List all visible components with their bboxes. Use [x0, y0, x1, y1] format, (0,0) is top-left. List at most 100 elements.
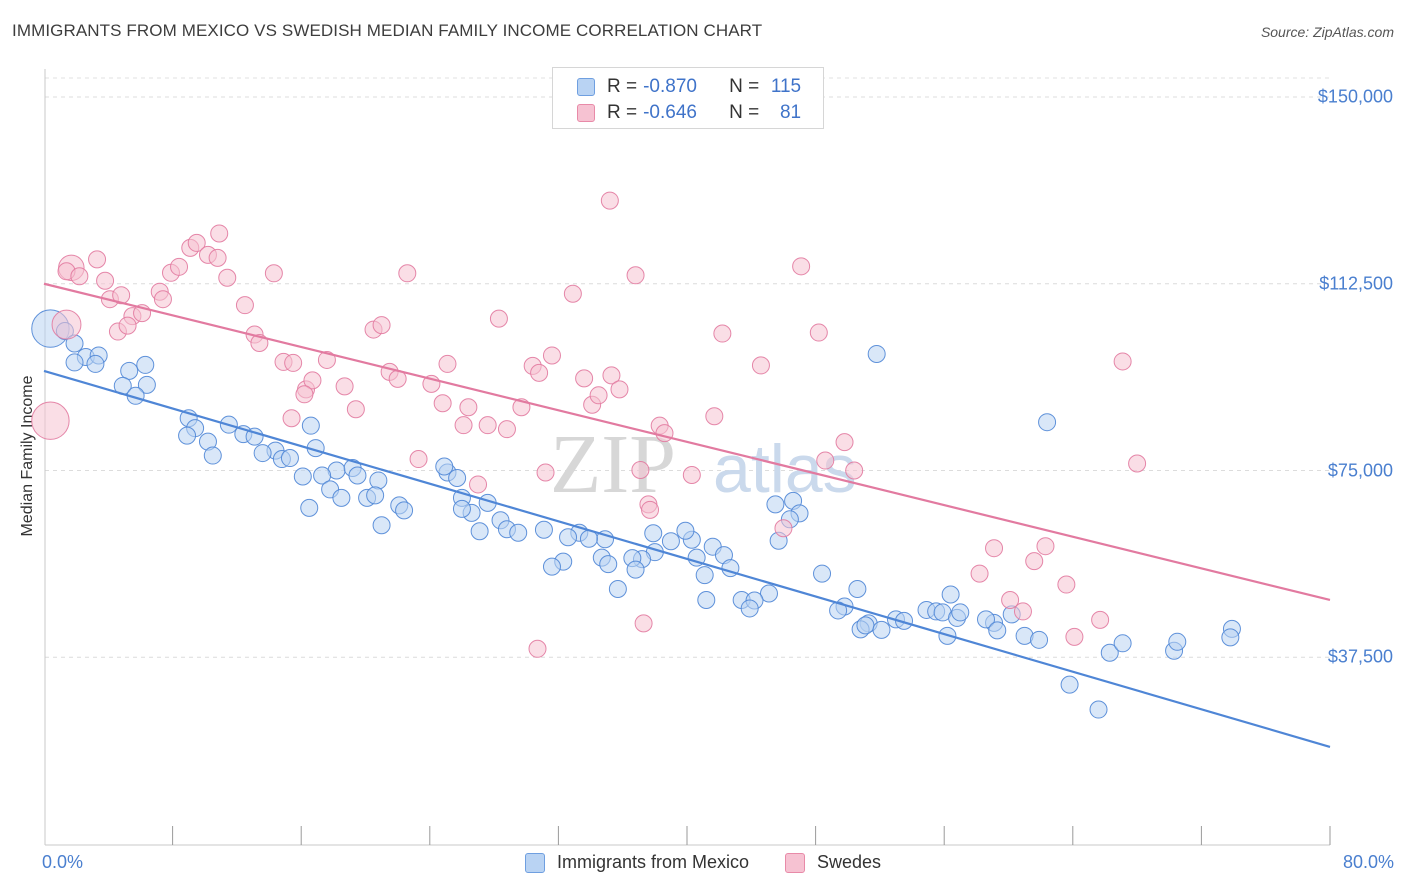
mexico-point-65 [626, 560, 645, 579]
mexico-point-52 [559, 528, 578, 547]
swedes-point-28 [284, 353, 303, 372]
mexico-point-102 [1030, 630, 1049, 649]
mexico-point-10 [137, 375, 156, 394]
chart-title: IMMIGRANTS FROM MEXICO VS SWEDISH MEDIAN… [12, 21, 763, 40]
mexico-point-114 [813, 564, 832, 583]
mexico-point-38 [395, 501, 414, 520]
swedes-point-72 [774, 519, 793, 538]
mexico-point-86 [856, 616, 875, 635]
swedes-point-85 [1065, 627, 1084, 646]
swedes-point-71 [751, 356, 770, 375]
swedes-point-84 [1057, 575, 1076, 594]
swedes-point-89 [469, 475, 488, 494]
swedes-trend-line [43, 282, 1331, 602]
mexico-point-70 [766, 495, 785, 514]
mexico-point-116 [452, 499, 471, 518]
mexico-point-8 [120, 361, 139, 380]
swedes-point-22 [218, 268, 237, 287]
mexico-point-100 [988, 621, 1007, 640]
swedes-point-16 [170, 257, 189, 276]
swedes-point-33 [317, 350, 336, 369]
mexico-point-25 [203, 446, 222, 465]
mexico-point-75 [676, 521, 695, 540]
swedes-point-76 [835, 433, 854, 452]
swedes-point-90 [528, 639, 547, 658]
mexico-point-33 [332, 488, 351, 507]
mexico-point-42 [448, 468, 467, 487]
swedes-point-77 [845, 461, 864, 480]
swedes-point-45 [454, 416, 473, 435]
swedes-point-53 [536, 463, 555, 482]
mexico-point-22 [253, 444, 272, 463]
x-tick-label-min: 0.0% [42, 852, 84, 872]
swedes-point-6 [96, 271, 115, 290]
mexico-point-7 [136, 355, 155, 374]
swedes-point-74 [809, 323, 828, 342]
swedes-point-87 [1113, 352, 1132, 371]
mexico-point-110 [1221, 628, 1240, 647]
mexico-point-103 [1060, 675, 1079, 694]
swedes-point-91 [634, 614, 653, 633]
mexico-point-82 [848, 580, 867, 599]
chart-source: Source: ZipAtlas.com [1260, 24, 1394, 40]
swedes-point-20 [210, 224, 229, 243]
swedes-point-37 [372, 316, 391, 335]
swedes-point-59 [602, 366, 621, 385]
swedes-point-79 [985, 539, 1004, 558]
legend: Immigrants from Mexico Swedes [0, 852, 1406, 873]
legend-mexico-swatch-icon [524, 852, 545, 873]
mexico-point-49 [509, 523, 528, 542]
mexico-point-47 [470, 522, 489, 541]
mexico-point-19 [301, 416, 320, 435]
swedes-point-5 [88, 250, 107, 269]
swedes-point-49 [497, 420, 516, 439]
swedes-point-67 [641, 500, 660, 519]
y-tick-label-0: $37,500 [1327, 646, 1393, 667]
mexico-point-29 [313, 466, 332, 485]
swedes-point-55 [563, 284, 582, 303]
mexico-swatch-icon [577, 78, 595, 96]
mexico-point-92 [941, 585, 960, 604]
mexico-point-34 [300, 498, 319, 517]
mexico-point-80 [740, 599, 759, 618]
mexico-point-105 [1100, 643, 1119, 662]
mexico-point-76 [695, 566, 714, 585]
n-label: N = [729, 76, 760, 97]
mexico-point-115 [697, 590, 716, 609]
mexico-point-28 [369, 471, 388, 490]
n-label: N = [729, 102, 760, 123]
swedes-point-52 [530, 363, 549, 382]
r-value: -0.870 [643, 76, 697, 97]
mexico-point-15 [178, 426, 197, 445]
swedes-point-4 [70, 267, 89, 286]
y-tick-label-2: $112,500 [1319, 273, 1393, 294]
swedes-point-31 [303, 371, 322, 390]
legend-item-swedes[interactable]: Swedes [785, 852, 881, 873]
mexico-point-36 [366, 486, 385, 505]
legend-mexico-label: Immigrants from Mexico [556, 852, 749, 872]
swedes-point-40 [398, 264, 417, 283]
mexico-point-113 [608, 580, 627, 599]
mexico-point-78 [759, 584, 778, 603]
legend-item-mexico[interactable]: Immigrants from Mexico [524, 852, 749, 873]
mexico-point-39 [372, 516, 391, 535]
mexico-point-50 [534, 520, 553, 539]
swedes-swatch-icon [577, 104, 595, 122]
swedes-point-47 [489, 309, 508, 328]
mexico-point-61 [661, 532, 680, 551]
mexico-point-24 [280, 449, 299, 468]
swedes-point-73 [792, 257, 811, 276]
mexico-point-56 [599, 555, 618, 574]
mexico-point-54 [542, 557, 561, 576]
mexico-point-104 [1089, 700, 1108, 719]
swedes-point-23 [235, 296, 254, 315]
swedes-point-82 [1025, 552, 1044, 571]
swedes-point-83 [1036, 537, 1055, 556]
mexico-trend-line [43, 369, 1331, 748]
mexico-point-31 [293, 467, 312, 486]
swedes-point-18 [187, 233, 206, 252]
swedes-point-68 [682, 465, 701, 484]
swedes-point-0 [31, 401, 70, 440]
swedes-point-43 [438, 354, 457, 373]
